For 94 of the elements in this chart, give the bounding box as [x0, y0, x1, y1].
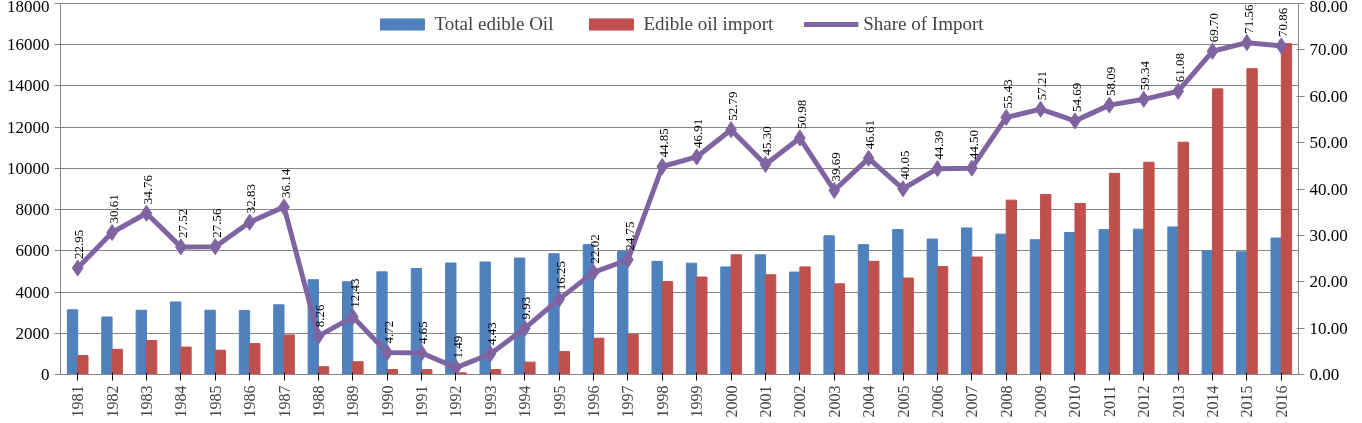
data-label: 1.49 [449, 335, 465, 359]
data-label: 4.43 [484, 322, 500, 345]
legend-label: Total edible Oil [434, 13, 554, 35]
y2-tick-label: 0.00 [1309, 365, 1340, 384]
data-label: 22.02 [587, 234, 603, 264]
x-tick-label: 2004 [860, 385, 878, 418]
data-label: 34.76 [140, 174, 156, 205]
data-label: 59.34 [1137, 60, 1153, 91]
data-label: 69.70 [1206, 13, 1222, 43]
y2-tick-label: 80.00 [1309, 0, 1348, 16]
data-label: 61.08 [1171, 52, 1187, 83]
data-label: 45.30 [759, 126, 775, 156]
data-label: 9.93 [518, 296, 534, 320]
y-tick-label: 6000 [15, 241, 50, 261]
data-label: 30.61 [105, 194, 121, 224]
x-tick-label: 1981 [69, 385, 87, 418]
y-tick-label: 0 [41, 365, 50, 384]
x-tick-label: 2009 [1032, 385, 1050, 418]
data-label: 16.25 [552, 260, 568, 291]
x-tick-label: 2001 [756, 385, 774, 418]
x-tick-label: 1999 [688, 385, 706, 418]
x-tick-label: 1986 [241, 385, 259, 418]
y2-tick-label: 60.00 [1309, 86, 1348, 106]
y2-tick-label: 50.00 [1309, 133, 1348, 153]
data-label: 36.14 [277, 168, 293, 198]
y-tick-label: 16000 [7, 35, 50, 55]
data-label: 24.75 [621, 221, 637, 251]
y-tick-label: 4000 [15, 282, 50, 302]
data-label: 44.85 [656, 128, 672, 158]
x-tick-label: 2010 [1066, 385, 1084, 418]
x-tick-label: 1991 [413, 385, 431, 418]
x-tick-label: 1983 [137, 385, 155, 418]
data-label: 58.09 [1103, 66, 1119, 97]
x-tick-label: 1998 [653, 385, 671, 418]
x-tick-label: 2013 [1169, 385, 1187, 418]
legend-label: Edible oil import [643, 13, 774, 35]
data-label: 27.52 [174, 208, 190, 238]
x-tick-label: 1997 [619, 385, 637, 418]
x-tick-label: 1987 [275, 385, 293, 418]
y2-tick-label: 10.00 [1309, 318, 1348, 338]
data-label: 8.26 [312, 303, 328, 328]
x-tick-label: 1985 [206, 385, 224, 418]
x-tick-label: 1992 [447, 385, 465, 418]
data-label: 57.21 [1034, 70, 1050, 101]
x-tick-label: 1996 [585, 385, 603, 418]
data-label: 32.83 [243, 184, 259, 214]
data-label: 46.61 [862, 120, 878, 150]
data-label: 4.72 [380, 320, 396, 344]
x-tick-label: 2005 [894, 385, 912, 418]
y-tick-label: 10000 [7, 158, 50, 178]
y2-tick-label: 40.00 [1309, 179, 1348, 199]
x-tick-label: 1989 [344, 385, 362, 418]
data-label: 40.05 [896, 150, 912, 180]
data-label: 54.69 [1068, 82, 1084, 112]
data-label: 50.98 [793, 99, 809, 130]
x-tick-label: 1994 [516, 385, 534, 418]
data-label: 22.95 [71, 229, 87, 260]
y2-tick-label: 30.00 [1309, 225, 1348, 245]
y2-tick-label: 70.00 [1309, 40, 1348, 60]
data-label: 55.43 [999, 79, 1015, 109]
x-tick-label: 2015 [1238, 385, 1256, 418]
x-tick-label: 2000 [722, 385, 740, 418]
x-tick-label: 1984 [172, 385, 190, 418]
x-tick-label: 2002 [791, 385, 809, 418]
y-tick-label: 8000 [15, 200, 50, 220]
y-tick-label: 12000 [7, 117, 50, 137]
data-label: 52.79 [724, 91, 740, 121]
x-tick-label: 1982 [103, 385, 121, 418]
x-tick-label: 2016 [1272, 385, 1290, 418]
data-label: 44.50 [965, 129, 981, 160]
y-tick-label: 18000 [7, 0, 50, 16]
x-tick-label: 2008 [997, 385, 1015, 418]
x-tick-label: 2014 [1204, 385, 1222, 418]
data-label: 4.65 [415, 321, 431, 344]
y-tick-label: 2000 [15, 323, 50, 343]
x-tick-label: 2006 [928, 385, 946, 418]
x-tick-label: 2012 [1135, 385, 1153, 418]
x-tick-label: 1995 [550, 385, 568, 418]
x-tick-label: 2011 [1100, 385, 1118, 417]
x-tick-label: 1993 [481, 385, 499, 418]
y-tick-label: 14000 [7, 76, 50, 96]
legend-label: Share of Import [863, 13, 984, 35]
x-tick-label: 1990 [378, 385, 396, 418]
x-tick-label: 2007 [963, 385, 981, 418]
data-label: 44.39 [931, 130, 947, 160]
data-label: 12.43 [346, 278, 362, 308]
data-label: 46.91 [690, 118, 706, 148]
y2-tick-label: 20.00 [1309, 272, 1348, 292]
data-label: 27.56 [208, 207, 224, 238]
data-label: 70.86 [1275, 7, 1291, 37]
data-label: 39.69 [827, 152, 843, 182]
x-tick-label: 2003 [825, 385, 843, 418]
x-tick-label: 1988 [309, 385, 327, 418]
data-label: 71.56 [1240, 3, 1256, 34]
